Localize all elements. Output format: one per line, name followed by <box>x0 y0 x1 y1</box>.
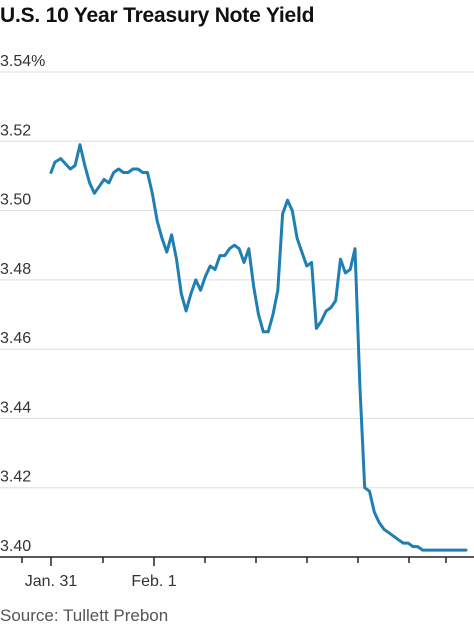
y-tick-label: 3.50 <box>0 192 31 209</box>
y-tick-label: 3.40 <box>0 538 31 555</box>
gridlines <box>0 71 474 489</box>
y-tick-label: 3.42 <box>0 469 31 486</box>
x-tick-label: Jan. 31 <box>25 573 78 590</box>
y-tick-label: 3.44 <box>0 399 31 416</box>
yield-line <box>49 143 468 552</box>
y-axis-tick-labels: 3.40 3.42 3.44 3.46 3.48 3.50 3.52 3.54% <box>0 53 45 555</box>
source-note: Source: Tullett Prebon <box>0 606 169 625</box>
chart-title: U.S. 10 Year Treasury Note Yield <box>0 4 315 27</box>
x-axis-tick-labels: Jan. 31 Feb. 1 <box>25 573 177 590</box>
x-axis <box>0 556 474 566</box>
y-tick-label: 3.52 <box>0 122 31 139</box>
y-tick-label: 3.54% <box>0 53 45 70</box>
y-tick-label: 3.46 <box>0 330 31 347</box>
y-tick-label: 3.48 <box>0 261 31 278</box>
x-tick-label: Feb. 1 <box>131 573 176 590</box>
line-chart: 3.40 3.42 3.44 3.46 3.48 3.50 3.52 3.54% Jan. 3… <box>0 53 474 590</box>
